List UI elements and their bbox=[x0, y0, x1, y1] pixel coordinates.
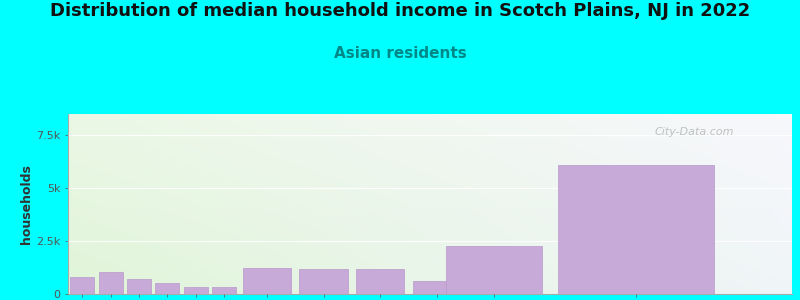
Text: City-Data.com: City-Data.com bbox=[654, 127, 734, 136]
Bar bbox=[98, 272, 122, 294]
Text: Distribution of median household income in Scotch Plains, NJ in 2022: Distribution of median household income … bbox=[50, 2, 750, 20]
Bar bbox=[356, 268, 405, 294]
Y-axis label: households: households bbox=[20, 164, 34, 244]
Bar bbox=[242, 268, 291, 294]
Bar bbox=[212, 287, 236, 294]
Bar bbox=[184, 287, 208, 294]
Bar bbox=[70, 277, 94, 294]
Bar bbox=[299, 269, 348, 294]
Bar bbox=[413, 281, 462, 294]
Bar bbox=[446, 246, 542, 294]
Bar bbox=[558, 165, 714, 294]
Bar bbox=[127, 279, 151, 294]
Text: Asian residents: Asian residents bbox=[334, 46, 466, 62]
Bar bbox=[155, 283, 179, 294]
